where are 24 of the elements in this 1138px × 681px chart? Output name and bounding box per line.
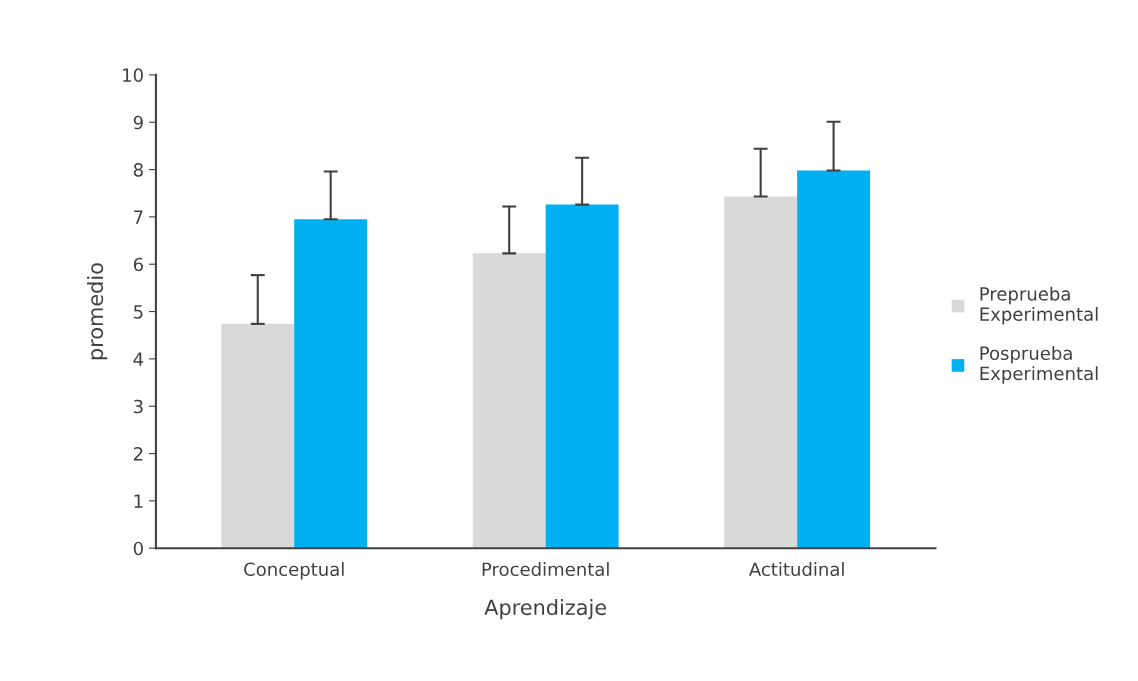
- y-tick-label: 9: [133, 115, 143, 130]
- bar: [221, 323, 295, 549]
- y-axis-title: promedio: [87, 263, 108, 360]
- y-tick-label: 10: [123, 68, 143, 83]
- y-tick-label: 7: [134, 210, 143, 224]
- x-tick-label: Actitudinal: [748, 562, 844, 577]
- bar: [724, 196, 798, 549]
- bar: [797, 170, 871, 549]
- y-tick-label: 2: [133, 447, 143, 461]
- x-axis-title: Aprendizaje: [484, 599, 607, 620]
- x-tick-label: Conceptual: [244, 562, 344, 580]
- y-tick-label: 1: [134, 494, 143, 508]
- y-tick-label: 3: [133, 399, 143, 414]
- y-tick-label: 8: [133, 163, 143, 177]
- bar: [294, 219, 368, 549]
- legend-label: Posprueba Experimental: [980, 346, 1098, 384]
- y-tick-label: 0: [133, 541, 143, 556]
- bar: [472, 253, 546, 549]
- x-tick-label: Procedimental: [482, 562, 609, 577]
- bar: [545, 204, 619, 549]
- legend-label: Preprueba Experimental: [980, 286, 1098, 325]
- y-tick-label: 6: [133, 257, 143, 272]
- y-tick-label: 4: [133, 352, 144, 366]
- y-tick-label: 5: [134, 305, 143, 319]
